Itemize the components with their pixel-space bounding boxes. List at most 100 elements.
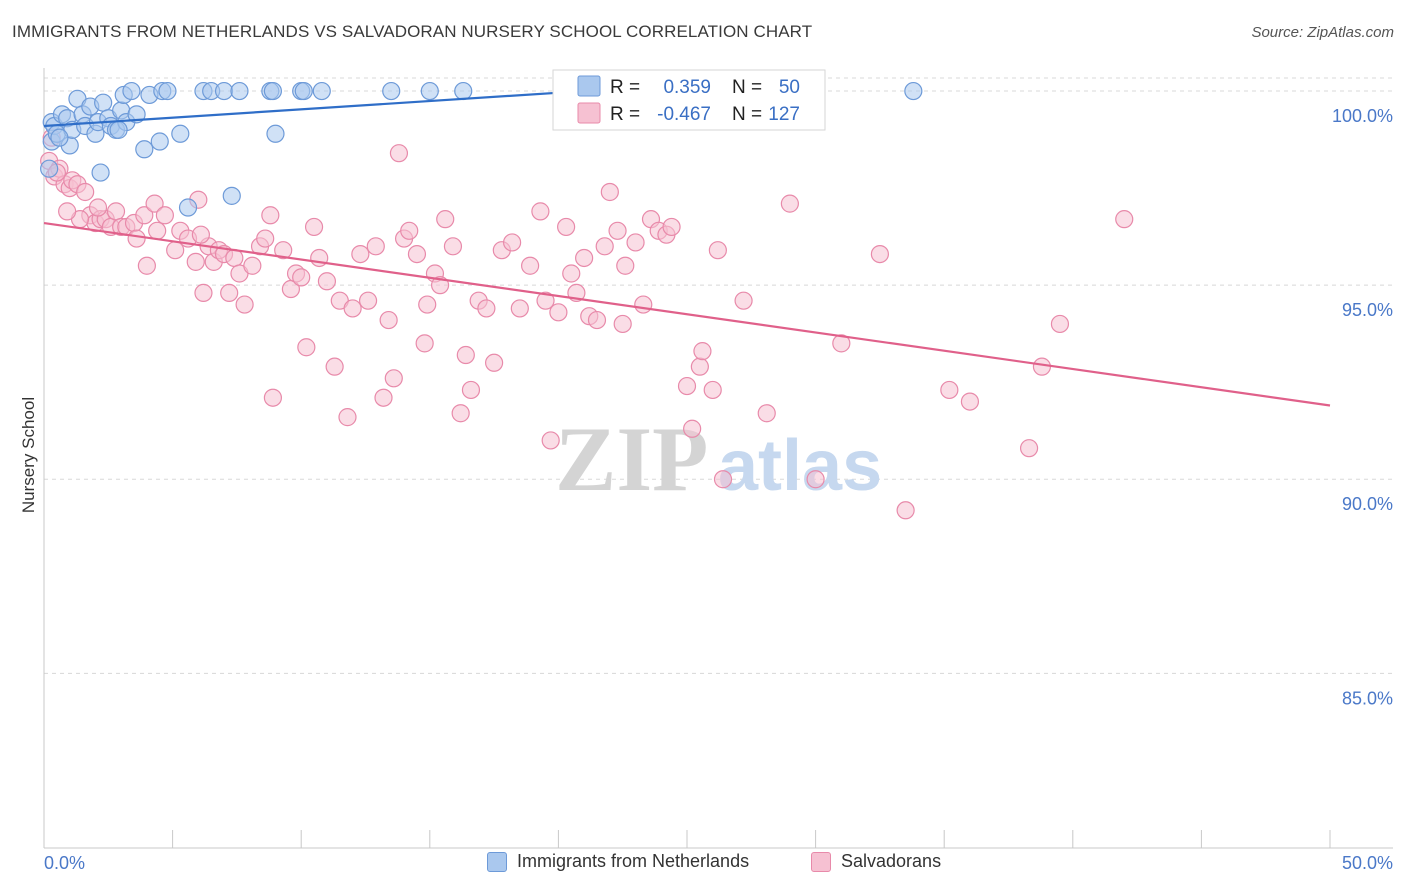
salvadoran-point	[451, 404, 470, 423]
netherlands-point	[127, 105, 146, 124]
y-tick-label: 90.0%	[1342, 494, 1393, 514]
salvadoran-point	[191, 225, 210, 244]
salvadoran-point	[225, 248, 244, 268]
salvadoran-point	[595, 237, 614, 256]
salvadoran-point	[634, 295, 653, 314]
salvadoran-point	[379, 310, 398, 330]
salvadoran-point	[713, 470, 733, 489]
netherlands-point	[178, 198, 198, 217]
y-tick-label: 100.0%	[1332, 106, 1393, 126]
salvadoran-point	[418, 295, 437, 314]
x-tick-label-max: 50.0%	[1342, 853, 1393, 873]
salvadoran-point	[510, 299, 529, 318]
source-label: Source: ZipAtlas.com	[1251, 24, 1394, 41]
salvadoran-point	[541, 431, 560, 450]
salvadoran-point	[587, 310, 607, 330]
netherlands-point	[294, 81, 313, 101]
salvadoran-point	[76, 182, 95, 202]
salvadoran-point	[351, 244, 370, 264]
salvadoran-point	[683, 419, 702, 438]
salvadoran-point	[297, 338, 316, 357]
salvadoran-point	[485, 353, 504, 372]
salvadoran-point	[708, 241, 727, 260]
salvadoran-point	[263, 388, 283, 407]
salvadoran-point	[1032, 357, 1052, 376]
salvadoran-point	[407, 244, 427, 264]
salvadoran-point	[677, 376, 697, 396]
salvadoran-point	[549, 303, 568, 322]
salvadoran-point	[503, 233, 522, 252]
salvadoran-point	[477, 299, 496, 318]
salvadoran-point	[274, 241, 293, 260]
salvadoran-point	[106, 202, 126, 221]
salvadoran-point	[521, 256, 540, 275]
salvadoran-point	[137, 256, 156, 275]
legend-n-value-pink: 127	[768, 104, 800, 125]
netherlands-point	[420, 81, 439, 101]
salvadoran-point	[456, 345, 475, 365]
salvadoran-point	[613, 314, 632, 334]
netherlands-point	[135, 140, 154, 159]
salvadoran-point	[186, 252, 205, 271]
y-tick-label: 85.0%	[1342, 688, 1393, 708]
salvadoran-point	[693, 342, 712, 361]
salvadoran-point	[461, 380, 481, 400]
netherlands-point	[214, 81, 234, 101]
netherlands-point	[266, 124, 285, 143]
salvadoran-point	[626, 233, 645, 252]
legend-r-label-pink: R =	[610, 104, 640, 125]
salvadoran-point	[600, 182, 619, 202]
salvadoran-point	[562, 264, 581, 283]
salvadoran-point	[256, 229, 275, 248]
watermark-zip: ZIP	[555, 408, 708, 510]
netherlands-point	[150, 132, 169, 151]
legend-item-netherlands: Immigrants from Netherlands	[487, 851, 749, 872]
netherlands-point	[382, 81, 401, 101]
salvadoran-point	[436, 210, 455, 229]
netherlands-point	[904, 81, 923, 101]
legend-n-label-pink: N =	[732, 104, 762, 125]
salvadoran-point	[400, 221, 419, 240]
legend-r-value-blue: 0.359	[663, 77, 711, 98]
netherlands-point	[312, 81, 331, 101]
legend-label-salvadorans: Salvadorans	[841, 851, 942, 871]
salvadoran-point	[616, 256, 635, 275]
grid-lines	[44, 77, 1393, 674]
salvadoran-point	[127, 229, 146, 248]
salvadoran-point	[338, 408, 357, 427]
salvadoran-point	[135, 206, 154, 225]
salvadoran-point	[145, 194, 164, 213]
legend-n-value-blue: 50	[779, 77, 800, 98]
legend-n-label-blue: N =	[732, 77, 762, 98]
salvadoran-point	[261, 206, 280, 225]
salvadoran-point	[536, 291, 555, 310]
netherlands-point	[91, 163, 110, 182]
salvadoran-point	[1115, 210, 1134, 229]
salvadoran-point	[194, 283, 213, 303]
salvadoran-point	[325, 357, 344, 376]
y-tick-labels: 100.0% 95.0% 90.0% 85.0%	[1332, 106, 1393, 708]
salvadoran-point	[1019, 439, 1039, 458]
netherlands-point	[109, 120, 128, 139]
salvadoran-point	[960, 392, 980, 411]
salvadoran-point	[531, 202, 550, 221]
netherlands-point	[50, 128, 69, 147]
watermark-atlas: atlas	[718, 426, 882, 506]
netherlands-point	[171, 124, 190, 143]
salvadoran-point	[557, 217, 576, 237]
salvadoran-point	[358, 291, 378, 310]
salvadoran-point	[703, 380, 722, 400]
legend-swatch-salvadorans	[811, 851, 831, 872]
netherlands-point	[222, 186, 241, 205]
salvadoran-point	[366, 237, 385, 256]
salvadoran-point	[343, 299, 362, 318]
salvadoran-point	[58, 202, 77, 221]
salvadoran-point	[235, 295, 254, 314]
salvadoran-point	[734, 291, 753, 310]
salvadoran-point	[690, 357, 709, 376]
salvadoran-point	[243, 256, 262, 275]
salvadoran-point	[155, 206, 174, 225]
legend-item-salvadorans: Salvadorans	[811, 851, 941, 872]
salvadoran-point	[148, 221, 167, 240]
